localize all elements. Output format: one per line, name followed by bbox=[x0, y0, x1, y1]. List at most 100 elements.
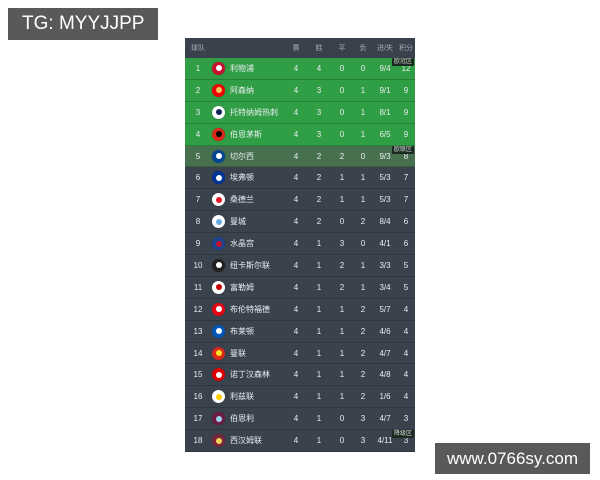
header-points: 积分 bbox=[399, 45, 413, 52]
loss-value: 0 bbox=[360, 239, 366, 249]
goals-value: 4/8 bbox=[379, 370, 391, 380]
team-name: 布伦特福德 bbox=[230, 304, 270, 314]
goals-value: 9/3 bbox=[379, 151, 391, 161]
team-name: 切尔西 bbox=[230, 151, 254, 161]
goals-value: 3/4 bbox=[379, 282, 391, 292]
team-logo-icon bbox=[212, 171, 225, 185]
win-value: 1 bbox=[316, 304, 322, 314]
table-row[interactable]: 13 布莱顿 4 1 1 2 4/6 4 bbox=[185, 320, 415, 343]
played-value: 4 bbox=[293, 392, 299, 402]
points-value: 12 bbox=[401, 63, 411, 73]
win-value: 3 bbox=[316, 129, 322, 139]
team-logo-icon bbox=[212, 412, 225, 426]
rank-number: 3 bbox=[195, 107, 201, 117]
draw-value: 0 bbox=[339, 107, 345, 117]
draw-value: 0 bbox=[339, 85, 345, 95]
table-row[interactable]: 9 水晶宫 4 1 3 0 4/1 6 bbox=[185, 233, 415, 256]
loss-value: 1 bbox=[360, 129, 366, 139]
loss-value: 2 bbox=[360, 370, 366, 380]
points-value: 4 bbox=[403, 304, 409, 314]
played-value: 4 bbox=[293, 414, 299, 424]
points-value: 3 bbox=[403, 436, 409, 446]
table-row[interactable]: 7 桑德兰 4 2 1 1 5/3 7 bbox=[185, 189, 415, 212]
team-name: 利兹联 bbox=[230, 392, 254, 402]
table-row[interactable]: 3 托特纳姆热刺 4 3 0 1 8/1 9 bbox=[185, 101, 415, 124]
points-value: 3 bbox=[403, 414, 409, 424]
played-value: 4 bbox=[293, 304, 299, 314]
goals-value: 6/5 bbox=[379, 129, 391, 139]
table-row[interactable]: 8 曼城 4 2 0 2 8/4 6 bbox=[185, 211, 415, 234]
played-value: 4 bbox=[293, 326, 299, 336]
draw-value: 0 bbox=[339, 129, 345, 139]
table-row[interactable]: 16 利兹联 4 1 1 2 1/6 4 bbox=[185, 386, 415, 409]
team-logo-icon bbox=[212, 105, 225, 119]
win-value: 2 bbox=[316, 217, 322, 227]
rank-number: 12 bbox=[193, 304, 203, 314]
played-value: 4 bbox=[293, 348, 299, 358]
team-logo-icon bbox=[212, 324, 225, 338]
team-logo-icon bbox=[212, 237, 225, 251]
team-logo-icon bbox=[212, 390, 225, 404]
played-value: 4 bbox=[293, 282, 299, 292]
team-logo-icon bbox=[212, 61, 225, 75]
draw-value: 1 bbox=[339, 392, 345, 402]
points-value: 9 bbox=[403, 107, 409, 117]
loss-value: 2 bbox=[360, 348, 366, 358]
team-logo-icon bbox=[212, 434, 225, 448]
points-value: 8 bbox=[403, 151, 409, 161]
played-value: 4 bbox=[293, 436, 299, 446]
rank-number: 10 bbox=[193, 260, 203, 270]
rank-number: 14 bbox=[193, 348, 203, 358]
loss-value: 2 bbox=[360, 326, 366, 336]
rank-number: 13 bbox=[193, 326, 203, 336]
win-value: 1 bbox=[316, 239, 322, 249]
points-value: 4 bbox=[403, 392, 409, 402]
table-row[interactable]: 5 切尔西 4 2 2 0 9/3 8 欧联区 bbox=[185, 145, 415, 168]
win-value: 4 bbox=[316, 63, 322, 73]
table-row[interactable]: 15 诺丁汉森林 4 1 1 2 4/8 4 bbox=[185, 364, 415, 387]
rank-number: 17 bbox=[193, 414, 203, 424]
table-row[interactable]: 1 利物浦 4 4 0 0 9/4 12 欧冠区 bbox=[185, 58, 415, 80]
table-row[interactable]: 10 纽卡斯尔联 4 1 2 1 3/3 5 bbox=[185, 255, 415, 277]
table-row[interactable]: 11 富勒姆 4 1 2 1 3/4 5 bbox=[185, 276, 415, 299]
played-value: 4 bbox=[293, 151, 299, 161]
played-value: 4 bbox=[293, 370, 299, 380]
goals-value: 4/11 bbox=[377, 436, 393, 446]
table-row[interactable]: 4 伯恩茅斯 4 3 0 1 6/5 9 bbox=[185, 123, 415, 146]
goals-value: 8/4 bbox=[379, 217, 391, 227]
points-value: 4 bbox=[403, 326, 409, 336]
draw-value: 0 bbox=[339, 63, 345, 73]
goals-value: 8/1 bbox=[379, 107, 391, 117]
points-value: 5 bbox=[403, 260, 409, 270]
table-row[interactable]: 2 阿森纳 4 3 0 1 9/1 9 bbox=[185, 79, 415, 102]
team-name: 伯恩茅斯 bbox=[230, 129, 262, 139]
team-name: 阿森纳 bbox=[230, 85, 254, 95]
points-value: 9 bbox=[403, 85, 409, 95]
draw-value: 1 bbox=[339, 304, 345, 314]
table-row[interactable]: 12 布伦特福德 4 1 1 2 5/7 4 bbox=[185, 298, 415, 321]
site-watermark: www.0766sy.com bbox=[434, 443, 590, 474]
team-logo-icon bbox=[212, 280, 225, 294]
draw-value: 0 bbox=[339, 414, 345, 424]
win-value: 1 bbox=[316, 282, 322, 292]
win-value: 1 bbox=[316, 370, 322, 380]
rank-number: 1 bbox=[195, 63, 201, 73]
played-value: 4 bbox=[293, 129, 299, 139]
played-value: 4 bbox=[293, 85, 299, 95]
win-value: 1 bbox=[316, 260, 322, 270]
draw-value: 0 bbox=[339, 217, 345, 227]
table-row[interactable]: 14 曼联 4 1 1 2 4/7 4 bbox=[185, 342, 415, 365]
played-value: 4 bbox=[293, 239, 299, 249]
team-logo-icon bbox=[212, 215, 225, 229]
table-row[interactable]: 17 伯恩利 4 1 0 3 4/7 3 bbox=[185, 408, 415, 431]
loss-value: 3 bbox=[360, 414, 366, 424]
rank-number: 6 bbox=[195, 173, 201, 183]
table-row[interactable]: 18 西汉姆联 4 1 0 3 4/11 3 降级区 bbox=[185, 430, 415, 453]
played-value: 4 bbox=[293, 217, 299, 227]
table-header: 球队 赛 胜 平 负 进/失 积分 bbox=[185, 38, 415, 58]
table-row[interactable]: 6 埃弗顿 4 2 1 1 5/3 7 bbox=[185, 167, 415, 190]
team-name: 纽卡斯尔联 bbox=[230, 260, 270, 270]
points-value: 7 bbox=[403, 195, 409, 205]
team-logo-icon bbox=[212, 193, 225, 207]
